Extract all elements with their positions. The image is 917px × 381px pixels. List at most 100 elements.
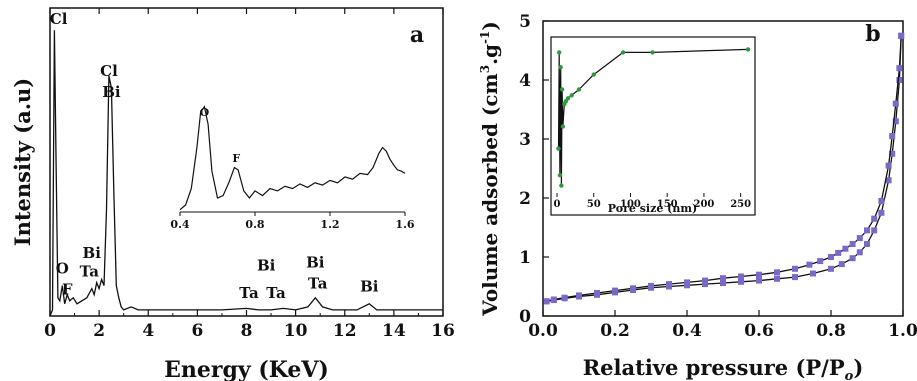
- isotherm-marker: [806, 261, 813, 268]
- isotherm-marker: [756, 277, 762, 284]
- peak-label: Ta: [308, 275, 328, 293]
- isotherm-marker: [666, 281, 672, 288]
- peak-label: Ta: [239, 284, 259, 302]
- isotherm-marker: [738, 273, 744, 280]
- x-axis-label-main: Relative pressure (P/P: [583, 355, 845, 380]
- inset-x-tick-label: 100: [620, 199, 641, 210]
- inset-x-tick-label: 50: [587, 199, 601, 210]
- peak-label: Bi: [102, 83, 121, 101]
- y-axis-label: Intensity (a.u): [10, 78, 35, 247]
- isotherm-marker: [849, 255, 856, 262]
- x-tick-label: 1.0: [888, 321, 917, 341]
- isotherm-marker: [892, 100, 899, 107]
- isotherm-marker: [856, 235, 863, 242]
- isotherm-marker: [630, 285, 636, 292]
- isotherm-marker: [842, 245, 849, 252]
- peak-label: Cl: [50, 10, 68, 28]
- peak-label: F: [62, 281, 73, 299]
- x-tick-label: 2: [93, 321, 105, 341]
- plot-frame: [49, 7, 444, 317]
- inset-pore-marker: [557, 50, 562, 55]
- x-tick-label: 0.6: [744, 321, 774, 341]
- y-axis-label-unit: .g: [478, 44, 502, 65]
- isotherm-marker: [838, 261, 845, 268]
- x-tick-label: 6: [191, 321, 203, 341]
- y-tick-label: 4: [519, 71, 531, 91]
- x-tick-label: 0: [44, 321, 56, 341]
- isotherm-marker: [871, 227, 878, 234]
- isotherm-marker: [864, 227, 870, 234]
- y-axis-label-main: Volume adsorbed (cm: [478, 73, 502, 317]
- x-axis-label: Relative pressure (P/Po): [583, 355, 864, 381]
- isotherm-marker: [896, 65, 903, 72]
- isotherm-marker: [896, 77, 903, 83]
- y-tick-label: 3: [519, 130, 531, 150]
- spectrum-line: [49, 30, 443, 317]
- peak-label: Ta: [266, 284, 286, 302]
- peak-label: Bi: [360, 278, 379, 296]
- isotherm-marker: [885, 162, 892, 169]
- isotherm-marker: [594, 290, 600, 296]
- peak-label: Cl: [100, 62, 118, 80]
- inset-pore-marker: [556, 146, 561, 151]
- peak-label: Ta: [80, 262, 100, 280]
- isotherm-marker: [756, 271, 762, 278]
- x-tick-label: 0.0: [528, 321, 558, 341]
- y-tick-label: 0: [519, 307, 531, 327]
- inset-pore-marker: [591, 72, 596, 77]
- isotherm-marker: [738, 278, 744, 285]
- inset-peak-label: O: [200, 106, 210, 119]
- isotherm-marker: [892, 118, 899, 125]
- isotherm-marker: [864, 241, 870, 247]
- y-axis-label-superscript: 3: [478, 65, 492, 73]
- peak-label: Bi: [306, 253, 325, 271]
- inset-pore-marker: [650, 50, 655, 55]
- isotherm-marker: [810, 270, 816, 277]
- isotherm-marker: [792, 274, 798, 281]
- isotherm-marker: [849, 241, 856, 247]
- x-tick-label: 4: [142, 321, 154, 341]
- x-tick-label: 12: [333, 321, 357, 341]
- isotherm-marker: [550, 296, 557, 303]
- isotherm-marker: [684, 279, 690, 286]
- x-tick-label: 0.4: [672, 321, 702, 341]
- inset-pore-marker: [557, 173, 563, 178]
- isotherm-marker: [878, 197, 885, 204]
- y-tick-label: 2: [519, 189, 531, 209]
- isotherm-marker: [856, 249, 863, 256]
- isotherm-marker: [878, 209, 885, 216]
- x-tick-label: 8: [241, 321, 253, 341]
- x-tick-label: 0.8: [816, 321, 846, 341]
- peak-label: O: [56, 259, 69, 277]
- inset-x-tick-label: 150: [657, 199, 678, 210]
- inset-pore-marker: [576, 87, 582, 92]
- inset-x-tick-label: 1.2: [320, 218, 339, 231]
- isotherm-marker: [828, 265, 834, 272]
- isotherm-marker: [889, 150, 896, 157]
- isotherm-marker: [648, 282, 654, 289]
- x-tick-label: 16: [431, 321, 455, 341]
- inset-pore-marker: [559, 183, 564, 188]
- inset-x-tick-label: 0.4: [170, 218, 189, 231]
- x-axis-label-close: ): [853, 355, 863, 380]
- isotherm-marker: [702, 277, 708, 284]
- isotherm-marker: [792, 265, 798, 272]
- isotherm-marker: [720, 280, 726, 286]
- inset-peak-label: F: [232, 152, 240, 165]
- isotherm-marker: [871, 215, 878, 222]
- isotherm-marker: [835, 249, 842, 256]
- isotherm-marker: [576, 292, 582, 299]
- inset-pore-marker: [620, 50, 626, 55]
- isotherm-marker: [889, 133, 896, 140]
- x-tick-label: 0.2: [600, 321, 630, 341]
- inset-frame: [550, 36, 756, 216]
- isotherm-marker: [612, 287, 618, 294]
- inset-x-tick-label: 0.8: [245, 218, 264, 231]
- isotherm-marker: [543, 298, 550, 305]
- inset-pore-marker: [569, 93, 574, 98]
- inset-x-axis-label: Pore size (nm): [608, 202, 697, 215]
- isotherm-marker: [817, 258, 824, 265]
- y-tick-label: 1: [519, 248, 531, 268]
- x-tick-label: 10: [284, 321, 308, 341]
